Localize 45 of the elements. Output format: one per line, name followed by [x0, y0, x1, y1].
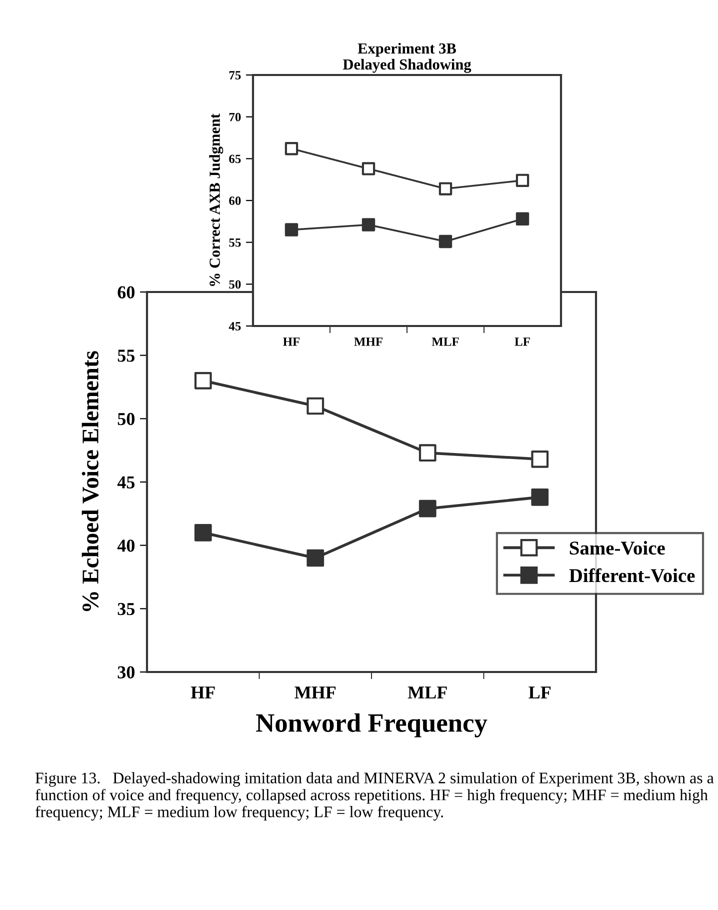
point — [194, 524, 212, 542]
x-tick-label: MHF — [354, 338, 382, 346]
x-tick-label: HF — [190, 686, 215, 698]
x-tick-label: MLF — [432, 338, 459, 346]
x-tick-label: MLF — [408, 686, 447, 698]
legend-label: Different-Voice — [569, 568, 695, 582]
x-axis-title: Nonword Frequency — [256, 713, 488, 738]
y-tick-label: 55 — [229, 238, 241, 247]
point — [362, 162, 376, 176]
y-axis-title: % Correct AXB Judgment — [209, 114, 224, 286]
y-tick-label: 55 — [118, 350, 135, 362]
y-tick-label: 30 — [118, 666, 135, 678]
y-tick-label: 50 — [118, 412, 135, 426]
point — [531, 450, 549, 468]
y-tick-label: 65 — [229, 154, 241, 164]
x-tick-label: LF — [514, 338, 530, 346]
y-tick-label: 40 — [117, 540, 135, 552]
point — [194, 372, 212, 390]
y-tick-label: 70 — [229, 112, 241, 122]
point — [306, 397, 324, 415]
y-tick-label: 50 — [229, 280, 241, 289]
point — [516, 174, 530, 188]
y-tick-label: 75 — [229, 71, 241, 80]
point — [418, 500, 436, 518]
chart-title: Experiment 3B Delayed Shadowing — [342, 42, 472, 73]
point — [418, 444, 436, 462]
y-tick-label: 35 — [118, 602, 135, 616]
x-tick-label: LF — [528, 686, 551, 698]
caption: Figure 13. Delayed-shadowing imitation data and MINERVA 2 simulation of Experiment 3B, shown as a function of voice and frequency, collapsed across repetitions. HF = high frequency; MHF = medium high frequency; MLF = medium low frequency; LF = low frequency. — [35, 772, 714, 821]
y-tick-label: 45 — [228, 322, 241, 330]
y-tick-label: 60 — [118, 286, 135, 298]
legend-label: Same-Voice — [570, 540, 665, 555]
y-tick-label: 45 — [117, 476, 135, 488]
point — [516, 212, 530, 226]
y-axis-title: % Echoed Voice Elements — [82, 351, 99, 612]
point — [306, 549, 324, 567]
point — [284, 142, 298, 156]
y-tick-label: 60 — [229, 196, 241, 205]
x-tick-label: HF — [283, 338, 300, 346]
point — [531, 488, 549, 506]
x-tick-label: MHF — [294, 686, 336, 698]
point — [362, 218, 376, 232]
point — [438, 234, 452, 248]
point — [438, 182, 452, 196]
point — [284, 223, 298, 236]
